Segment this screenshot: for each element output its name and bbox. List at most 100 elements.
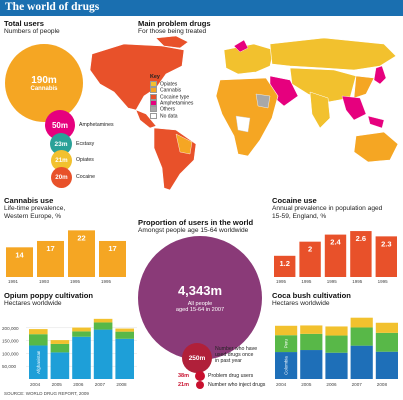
bar-value-label: 2.6: [356, 234, 366, 243]
map-key-swatch: [150, 112, 157, 119]
coca-subtitle: Hectares worldwide: [272, 300, 330, 307]
x-tick-label: 1995: [327, 279, 338, 284]
cocaine-use-subtitle-2: 15-59, England, %: [272, 213, 327, 220]
stacked-bar-segment: [93, 318, 113, 323]
map-key-label: Cocaine type: [160, 93, 190, 100]
southeast-asia-region: [341, 95, 367, 121]
y-tick-label: 150,000: [2, 339, 19, 344]
series-label: Colombia: [284, 356, 289, 375]
bar: [350, 231, 372, 277]
bar: [375, 236, 397, 277]
stacked-bar-segment: [300, 350, 323, 379]
stacked-bar-segment: [29, 329, 48, 335]
total-users-title: Total users: [4, 19, 44, 28]
x-tick-label: 2004: [30, 382, 41, 387]
all-people-label-1: All people: [187, 301, 213, 307]
map-key-item: Cocaine type: [150, 93, 193, 100]
past-year-users-label: Number who have used drugs once in past …: [215, 346, 257, 364]
past-year-users-label-1: Number who have: [215, 346, 258, 352]
bar-value-label: 17: [46, 244, 54, 253]
all-people-label-2: aged 15-64 in 2007: [175, 307, 225, 313]
y-tick-label: 200,000: [2, 326, 19, 331]
stacked-bar-segment: [115, 328, 134, 332]
stacked-bar-segment: [275, 352, 298, 379]
stacked-bar-segment: [375, 351, 398, 379]
series-label: Peru: [284, 338, 289, 348]
x-tick-label: 1995: [301, 279, 312, 284]
coca-chart: 2004 2005 2006 2007 2008 Colombia Peru: [275, 317, 398, 387]
scandinavia-region: [233, 39, 249, 53]
map-key-label: Others: [160, 106, 176, 113]
cocaine-use-chart: 1.2 1995 2 1995 2.4 1995 2.6 1995 2.3 1995: [274, 231, 397, 284]
past-year-users-value: 250m: [188, 354, 206, 362]
past-year-users-label-3: in past year: [215, 358, 242, 364]
x-tick-label: 1995: [378, 279, 389, 284]
map-key-label: No data: [160, 112, 178, 119]
injecting-users-dot: [196, 381, 204, 389]
map-key-item: No data: [150, 112, 193, 119]
central-america-region: [135, 109, 157, 129]
australia-region: [353, 131, 399, 163]
stacked-bar-segment: [29, 345, 48, 379]
x-tick-label: 2005: [301, 382, 312, 387]
opium-title: Opium poppy cultivation: [4, 291, 94, 300]
page-title: The world of drugs: [5, 1, 100, 13]
opiates-users-label: Opiates: [76, 157, 94, 163]
stacked-bar-segment: [72, 336, 91, 379]
all-people-value: 4,343m: [177, 283, 223, 298]
bar-value-label: 14: [15, 250, 24, 259]
map-key-swatch: [150, 93, 157, 100]
proportion-title: Proportion of users in the world: [138, 218, 254, 227]
brazil-region: [175, 133, 193, 155]
stacked-bar-segment: [375, 322, 398, 333]
x-tick-label: 1993: [39, 279, 50, 284]
map-key-swatch: [150, 87, 157, 94]
map-key: Key Opiates Cannabis Cocaine type Amphetami…: [150, 74, 193, 119]
x-tick-label: 1991: [8, 279, 19, 284]
stacked-bar-segment: [275, 325, 298, 336]
x-tick-label: 2006: [73, 382, 84, 387]
stacked-bar-segment: [325, 326, 348, 336]
map-key-item: Cannabis: [150, 87, 193, 94]
bar: [6, 247, 33, 277]
map-key-label: Cannabis: [160, 87, 182, 94]
injecting-users-value: 21m: [178, 382, 190, 388]
amphetamines-users-value: 50m: [51, 120, 68, 130]
cannabis-users-label: Cannabis: [30, 85, 58, 92]
stacked-bar-segment: [50, 352, 70, 379]
russia-region: [269, 37, 397, 71]
bar-value-label: 22: [77, 233, 85, 242]
problem-users-value: 38m: [178, 373, 190, 379]
stacked-bar-segment: [275, 335, 298, 353]
stacked-bar-segment: [325, 335, 348, 353]
india-region: [309, 91, 331, 129]
x-tick-label: 2007: [95, 382, 106, 387]
cocaine-users-label: Cocaine: [76, 174, 96, 180]
stacked-bar-segment: [325, 352, 348, 379]
map-key-swatch: [150, 106, 157, 113]
cocaine-users-value: 20m: [55, 174, 68, 181]
proportion-subtitle: Amongst people age 15-64 worldwide: [138, 227, 249, 234]
map-key-swatch: [150, 99, 157, 106]
x-tick-label: 2005: [52, 382, 63, 387]
all-people-bubble: 4,343m All people aged 15-64 in 2007: [138, 236, 262, 360]
bar: [324, 234, 347, 277]
stacked-bar-segment: [300, 325, 323, 334]
stacked-bar-segment: [72, 327, 91, 332]
y-tick-label: 100,000: [2, 351, 19, 356]
x-tick-label: 1995: [70, 279, 81, 284]
cannabis-use-subtitle-1: Life-time prevalence,: [4, 205, 66, 212]
asia-region: [289, 67, 357, 103]
title-bar: The world of drugs: [0, 0, 403, 16]
x-tick-label: 2008: [377, 382, 388, 387]
total-users-subtitle: Numbers of people: [4, 28, 60, 35]
opiates-users-value: 21m: [55, 157, 68, 164]
x-tick-label: 1995: [101, 279, 112, 284]
bar-value-label: 1.2: [279, 259, 289, 268]
stacked-bar-segment: [93, 322, 113, 330]
problem-drugs-subtitle: For those being treated: [138, 28, 207, 35]
source-note: SOURCE: WORLD DRUG REPORT, 2009: [4, 391, 89, 396]
bar-value-label: 17: [108, 244, 116, 253]
bar-value-label: 2.4: [330, 238, 341, 247]
series-label: Afghanistan: [36, 350, 41, 374]
